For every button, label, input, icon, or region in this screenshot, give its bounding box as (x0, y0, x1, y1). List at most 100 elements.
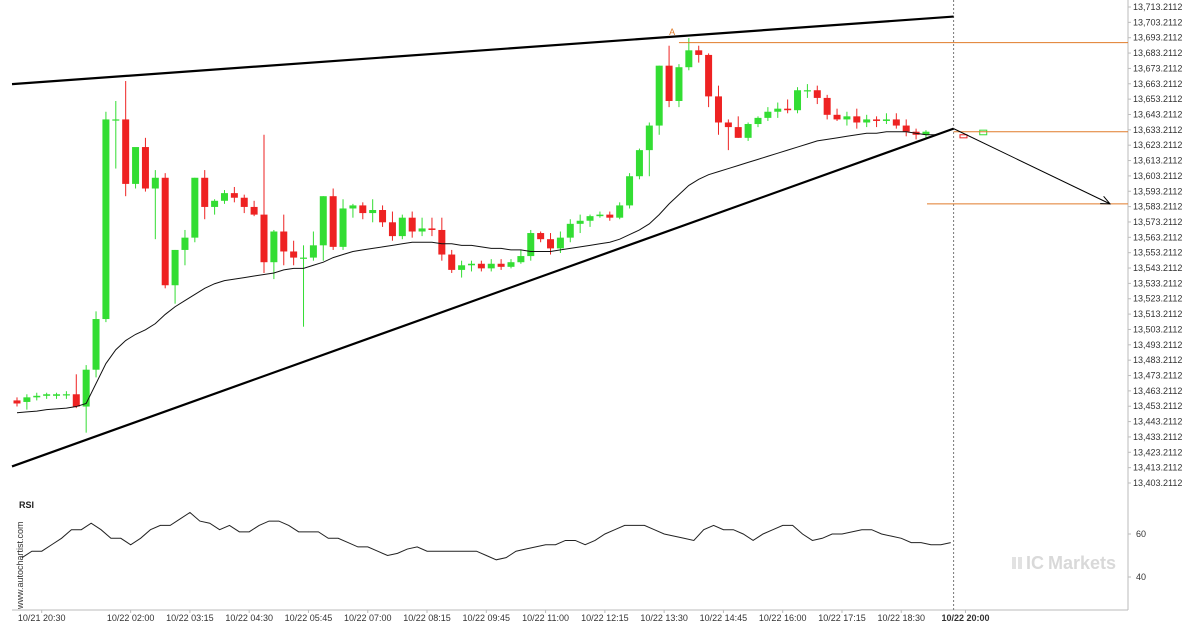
candle-body (547, 239, 555, 249)
candle-body (240, 197, 248, 207)
candle-hollow (979, 129, 988, 136)
candle (556, 231, 564, 254)
candle-body (655, 65, 663, 126)
price-tick-label: 13,543.2112 (1133, 263, 1182, 273)
candle-body (33, 395, 41, 398)
candle-body (527, 233, 535, 257)
candle (230, 186, 238, 203)
candle-body (922, 131, 930, 135)
candle-body (467, 263, 475, 266)
candle (873, 116, 881, 128)
candle (448, 249, 456, 273)
candle (724, 119, 732, 151)
candle (33, 392, 41, 401)
price-axis: 13,713.2112 13,703.2112 13,693.2112 13,683.… (12, 0, 1182, 611)
candle (260, 134, 268, 273)
candle-body (13, 400, 21, 404)
candle (863, 114, 871, 128)
time-tick-label: 10/22 12:15 (581, 613, 629, 623)
candle-body (349, 205, 357, 209)
candle (141, 137, 149, 192)
candle-body (359, 205, 367, 214)
price-tick-label: 13,443.2112 (1133, 417, 1182, 427)
candle-body (329, 196, 337, 247)
candle (151, 170, 159, 240)
candle-body (438, 229, 446, 255)
candle-body (398, 217, 406, 237)
rsi-title: RSI (19, 500, 34, 510)
candle (774, 102, 782, 118)
candle-body (428, 228, 436, 230)
candle-body (280, 231, 288, 252)
candle (665, 45, 673, 108)
candle-body (843, 116, 851, 120)
candle (635, 148, 643, 180)
candle (398, 214, 406, 240)
candle-body (784, 108, 792, 111)
price-tick-label: 13,423.2112 (1133, 447, 1182, 457)
candle-body (270, 231, 278, 263)
upper-trendline (11, 15, 954, 86)
candle (220, 190, 228, 204)
candle-body (606, 214, 614, 218)
candle (122, 81, 130, 197)
time-tick-label: 10/22 18:30 (877, 613, 925, 623)
candle-body (803, 90, 811, 92)
candle-body (754, 117, 762, 125)
price-tick-label: 13,653.2112 (1133, 94, 1182, 104)
price-tick-label: 13,523.2112 (1133, 294, 1182, 304)
candle-body (300, 257, 308, 259)
candle-body (132, 147, 140, 184)
candle-body (122, 119, 130, 184)
candle (250, 200, 258, 217)
candle (764, 107, 772, 121)
candle-body (92, 319, 100, 370)
time-tick-label: 10/22 17:15 (818, 613, 866, 623)
candle-body (388, 222, 396, 237)
watermarks: www.autochartist.com IC Markets (15, 521, 1116, 610)
candle (853, 108, 861, 129)
candle (379, 205, 387, 227)
candle-body (586, 216, 594, 221)
candle-body (319, 196, 327, 246)
candle (734, 116, 742, 138)
candle (161, 173, 169, 289)
candle (803, 84, 811, 98)
candle-body (191, 177, 199, 238)
candle-body (418, 228, 426, 232)
candle-body (379, 210, 387, 223)
time-tick-label: 10/22 08:15 (403, 613, 451, 623)
price-tick-label: 13,643.2112 (1133, 109, 1182, 119)
autochartist-watermark: www.autochartist.com (15, 521, 25, 610)
candle-body (724, 122, 732, 128)
candle (892, 113, 900, 129)
price-tick-label: 13,603.2112 (1133, 171, 1182, 181)
candle-body (685, 50, 693, 68)
price-tick-label: 13,413.2112 (1133, 463, 1182, 473)
time-tick-label: 10/22 13:30 (640, 613, 688, 623)
candle-body (260, 214, 268, 263)
candle (576, 214, 584, 234)
candle (547, 233, 555, 255)
candle-body (596, 214, 604, 217)
candle-body (339, 208, 347, 247)
candle-body (171, 249, 179, 286)
candle-body (675, 67, 683, 101)
price-tick-label: 13,673.2112 (1133, 63, 1182, 73)
candle-body (82, 369, 90, 407)
candle (902, 119, 910, 137)
time-tick-label: 10/22 09:45 (463, 613, 511, 623)
time-tick-label: 10/22 20:00 (941, 613, 989, 623)
candle-body (151, 177, 159, 189)
overlays: A (11, 0, 1128, 610)
price-tick-label: 13,613.2112 (1133, 156, 1182, 166)
time-tick-label: 10/22 04:30 (225, 613, 273, 623)
candle-body (823, 97, 831, 115)
pattern-marker-a: A (669, 27, 675, 37)
candle (586, 214, 594, 227)
moving-average-line (16, 131, 936, 414)
candle-body (72, 394, 80, 407)
candle-body (714, 96, 722, 123)
